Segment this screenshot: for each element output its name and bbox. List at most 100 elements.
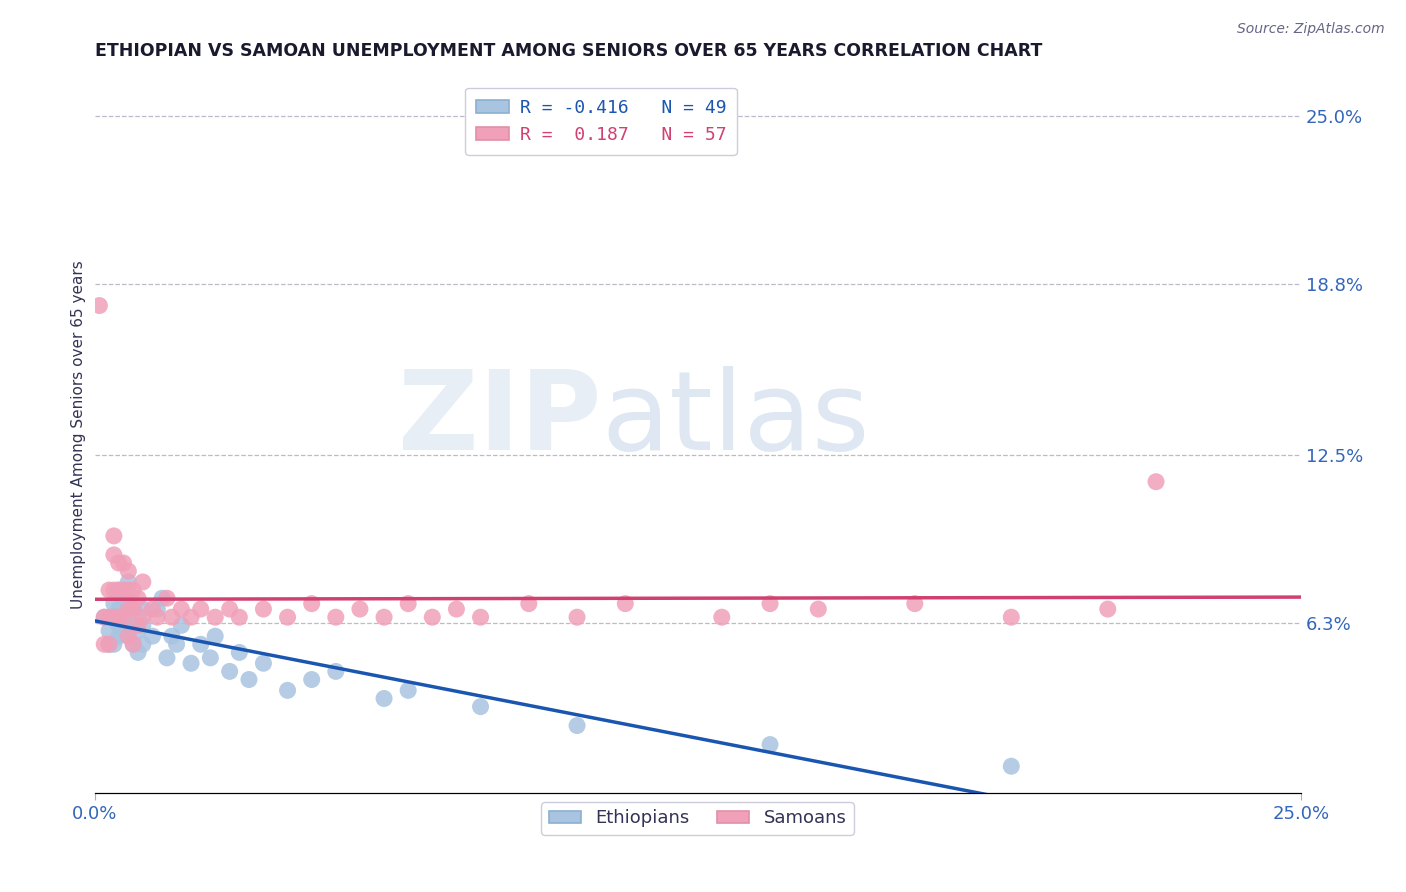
Point bbox=[98, 637, 121, 651]
Point bbox=[117, 629, 139, 643]
Point bbox=[218, 665, 240, 679]
Point bbox=[277, 683, 299, 698]
Point bbox=[122, 637, 145, 651]
Point bbox=[103, 597, 125, 611]
Point bbox=[132, 618, 155, 632]
Point bbox=[710, 610, 733, 624]
Point bbox=[150, 591, 173, 606]
Point bbox=[117, 597, 139, 611]
Point bbox=[1000, 759, 1022, 773]
Point bbox=[301, 597, 323, 611]
Point bbox=[141, 629, 163, 643]
Point bbox=[107, 602, 129, 616]
Text: atlas: atlas bbox=[602, 367, 870, 474]
Point bbox=[112, 556, 135, 570]
Point bbox=[759, 738, 782, 752]
Point bbox=[146, 602, 169, 616]
Point bbox=[89, 299, 111, 313]
Point bbox=[396, 683, 419, 698]
Point bbox=[252, 657, 274, 671]
Point bbox=[122, 637, 145, 651]
Point bbox=[180, 610, 202, 624]
Point bbox=[103, 637, 125, 651]
Point bbox=[166, 637, 188, 651]
Point bbox=[127, 645, 149, 659]
Point bbox=[420, 610, 443, 624]
Point bbox=[301, 673, 323, 687]
Point bbox=[98, 637, 121, 651]
Point bbox=[98, 624, 121, 638]
Point bbox=[238, 673, 260, 687]
Point bbox=[117, 574, 139, 589]
Point bbox=[228, 610, 250, 624]
Point bbox=[122, 602, 145, 616]
Point bbox=[132, 610, 155, 624]
Point bbox=[103, 548, 125, 562]
Point bbox=[112, 624, 135, 638]
Point bbox=[127, 624, 149, 638]
Point bbox=[614, 597, 637, 611]
Point bbox=[132, 637, 155, 651]
Point bbox=[103, 610, 125, 624]
Point bbox=[373, 610, 395, 624]
Point bbox=[141, 602, 163, 616]
Point bbox=[277, 610, 299, 624]
Point bbox=[107, 618, 129, 632]
Point bbox=[132, 602, 155, 616]
Point bbox=[325, 610, 347, 624]
Point bbox=[103, 610, 125, 624]
Point bbox=[759, 597, 782, 611]
Point bbox=[190, 637, 212, 651]
Point bbox=[103, 583, 125, 598]
Text: ZIP: ZIP bbox=[398, 367, 602, 474]
Point bbox=[156, 651, 179, 665]
Point bbox=[1000, 610, 1022, 624]
Legend: Ethiopians, Samoans: Ethiopians, Samoans bbox=[541, 802, 853, 835]
Point bbox=[107, 610, 129, 624]
Point bbox=[132, 574, 155, 589]
Point bbox=[565, 718, 588, 732]
Point bbox=[904, 597, 927, 611]
Point bbox=[112, 591, 135, 606]
Point bbox=[98, 610, 121, 624]
Point bbox=[107, 583, 129, 598]
Point bbox=[252, 602, 274, 616]
Point bbox=[122, 602, 145, 616]
Point bbox=[204, 629, 226, 643]
Point bbox=[98, 583, 121, 598]
Point bbox=[122, 583, 145, 598]
Point bbox=[117, 610, 139, 624]
Point bbox=[107, 556, 129, 570]
Point bbox=[218, 602, 240, 616]
Point bbox=[93, 610, 115, 624]
Text: ETHIOPIAN VS SAMOAN UNEMPLOYMENT AMONG SENIORS OVER 65 YEARS CORRELATION CHART: ETHIOPIAN VS SAMOAN UNEMPLOYMENT AMONG S… bbox=[94, 42, 1042, 60]
Y-axis label: Unemployment Among Seniors over 65 years: Unemployment Among Seniors over 65 years bbox=[72, 260, 86, 608]
Point bbox=[517, 597, 540, 611]
Point bbox=[200, 651, 222, 665]
Point bbox=[156, 591, 179, 606]
Point bbox=[146, 610, 169, 624]
Point bbox=[122, 618, 145, 632]
Point bbox=[1144, 475, 1167, 489]
Point bbox=[180, 657, 202, 671]
Point bbox=[470, 610, 492, 624]
Point bbox=[127, 618, 149, 632]
Point bbox=[127, 591, 149, 606]
Point bbox=[93, 637, 115, 651]
Point bbox=[117, 602, 139, 616]
Point bbox=[160, 629, 183, 643]
Point bbox=[160, 610, 183, 624]
Point bbox=[117, 564, 139, 578]
Point bbox=[190, 602, 212, 616]
Point bbox=[112, 583, 135, 598]
Point bbox=[446, 602, 468, 616]
Point bbox=[117, 629, 139, 643]
Point bbox=[204, 610, 226, 624]
Point bbox=[349, 602, 371, 616]
Point bbox=[107, 629, 129, 643]
Point bbox=[112, 610, 135, 624]
Point bbox=[1097, 602, 1119, 616]
Point bbox=[107, 583, 129, 598]
Point bbox=[807, 602, 830, 616]
Point bbox=[565, 610, 588, 624]
